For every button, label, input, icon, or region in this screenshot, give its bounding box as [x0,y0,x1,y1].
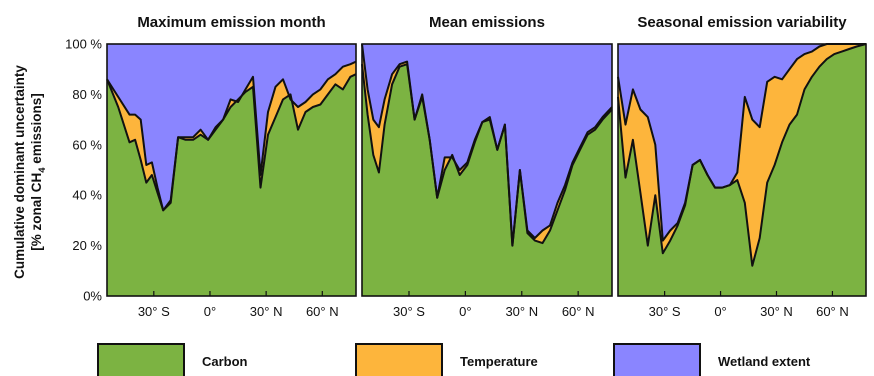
panel-title: Maximum emission month [137,14,325,31]
x-tick-label: 0° [459,304,471,319]
carbon-area [107,74,356,296]
y-tick-labels: 0% 20 % 40 % 60 % 80 % 100 % [65,37,102,304]
y-tick-label: 0% [83,289,102,304]
y-tick-label: 40 % [72,188,102,203]
legend-swatch-wetland-extent [613,343,701,376]
temperature-upper-line [106,60,357,212]
y-tick-label: 80 % [72,87,102,102]
carbon-area [362,64,612,296]
legend: Carbon Temperature Wetland extent [97,343,811,376]
panel-2: Mean emissions 30° S 0° 30° N 60° N [361,14,613,319]
temperature-upper-line [617,43,866,242]
carbon-upper-line [361,63,613,247]
panel-title: Mean emissions [429,14,545,31]
x-tick-label: 30° N [505,304,538,319]
legend-label-carbon: Carbon [202,354,248,369]
x-tick-label: 30° N [250,304,283,319]
carbon-area [618,44,866,296]
legend-swatch-carbon [97,343,185,376]
x-tick-label: 60° N [562,304,595,319]
panel-frame [361,43,613,297]
y-axis-label-line1: Cumulative dominant uncertainty [12,65,27,279]
panel-title: Seasonal emission variability [637,14,847,31]
panel-frame [106,43,357,297]
x-tick-label: 0° [204,304,216,319]
y-tick-label: 20 % [72,238,102,253]
legend-swatch-temperature [355,343,443,376]
panel-1: Maximum emission month 30° S 0° 30° N 60° N [106,14,357,319]
carbon-upper-line [617,43,867,267]
y-axis-label-line2: [% zonal CH4 emissions] [29,93,48,251]
x-tick-label: 30° S [393,304,425,319]
panel-frame [617,43,867,297]
x-tick-label: 0° [714,304,726,319]
panel-3: Seasonal emission variability 30° S 0° 30° … [617,14,867,319]
carbon-upper-line [106,73,357,212]
x-tick-label: 60° N [306,304,339,319]
legend-label-temperature: Temperature [460,354,538,369]
y-tick-label: 100 % [65,37,102,52]
x-tick-label: 30° S [649,304,681,319]
x-tick-label: 30° N [760,304,793,319]
x-tick-label: 60° N [816,304,849,319]
x-tick-label: 30° S [138,304,170,319]
y-tick-label: 60 % [72,137,102,152]
legend-label-wetland-extent: Wetland extent [718,354,811,369]
